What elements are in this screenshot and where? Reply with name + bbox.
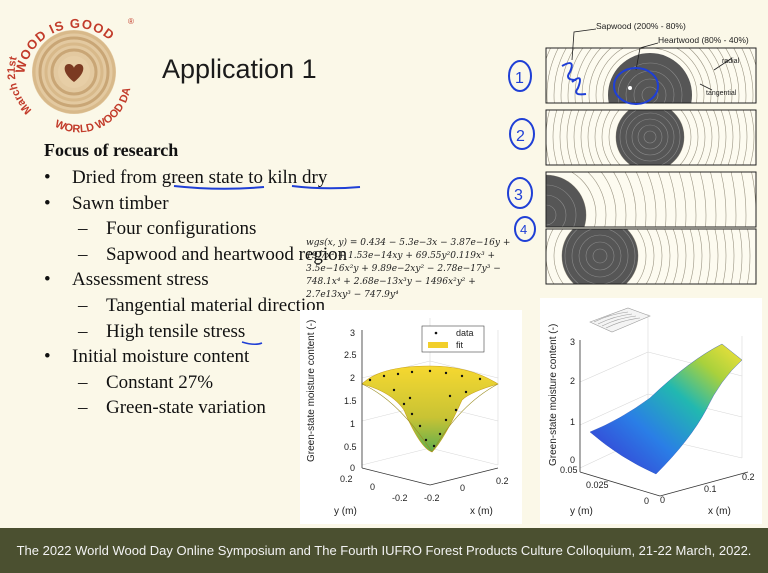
formula-line: 748.1x⁴ + 2.68e−13x³y − 1496x²y² + [306, 277, 476, 287]
y-tick: 0 [644, 496, 649, 506]
sub-bullet-item: High tensile stress [44, 319, 374, 345]
formula-line: 3.5e−16x²y + 9.89e−2xy² − 2.78e−17y³ − [306, 264, 501, 274]
x-axis-label: x (m) [470, 506, 493, 517]
bullet-item: Assessment stress [44, 267, 374, 293]
z-tick: 3 [350, 328, 355, 338]
y-tick: 0.025 [586, 480, 609, 490]
x-tick: 0 [660, 495, 665, 505]
plot-left: 3 2.5 2 1.5 1 0.5 0 0.2 0 -0.2 -0.2 0 0.… [300, 310, 522, 524]
y-tick: 0.2 [340, 474, 353, 484]
x-tick: 0.1 [704, 484, 717, 494]
z-tick: 0 [350, 463, 355, 473]
timber-board-2 [546, 110, 756, 165]
handwritten-number-4: 4 [520, 222, 527, 237]
y-tick: 0 [370, 482, 375, 492]
tangential-label: tangential [706, 90, 737, 97]
z-tick: 1.5 [344, 396, 357, 406]
z-tick: 1 [350, 419, 355, 429]
y-tick: -0.2 [392, 493, 408, 503]
y-tick: 0.05 [560, 465, 578, 475]
heartwood-label: Heartwood (80% - 40%) [658, 35, 749, 45]
z-axis-label: Green-state moisture content (-) [548, 324, 559, 466]
x-axis-label: x (m) [708, 506, 731, 517]
z-tick: 0 [570, 455, 575, 465]
handwritten-number-2: 2 [516, 128, 525, 145]
handwritten-number-3: 3 [514, 187, 523, 204]
sub-bullet-item: Tangential material direction [44, 293, 374, 319]
plot-right: 3 2 1 0 0.05 0.025 0 0 0.1 0.2 y (m) x (… [540, 298, 762, 524]
sub-bullet-item: Sapwood and heartwood region [44, 242, 374, 268]
underline-tensile [241, 341, 263, 346]
fit-surface [361, 365, 499, 453]
y-axis-label: y (m) [570, 506, 593, 517]
underline-green-state [173, 185, 265, 190]
bullet-item: Dried from green state to kiln dry [44, 165, 374, 191]
z-tick: 3 [570, 337, 575, 347]
z-tick: 2.5 [344, 350, 357, 360]
z-tick: 1 [570, 417, 575, 427]
slide-graphics: Sapwood (200% - 80%) Heartwood (80% - 40… [173, 21, 762, 524]
timber-board-3 [546, 172, 756, 227]
bullet-list: Focus of research Dried from green state… [44, 140, 374, 421]
moisture-surface [589, 343, 743, 475]
logo-registered: ® [128, 17, 134, 26]
bullet-item: Sawn timber [44, 191, 374, 217]
radial-label: radial [722, 58, 740, 65]
y-axis-label: y (m) [334, 506, 357, 517]
z-axis-label: Green-state moisture content (-) [306, 320, 317, 462]
footer-banner: The 2022 World Wood Day Online Symposium… [0, 528, 768, 573]
x-tick: 0.2 [742, 472, 755, 482]
formula-line: 19.7x² + 1.53e−14xy + 69.55y²0.119x³ + [306, 251, 496, 261]
formula-line: wgs(x, y) = 0.434 − 5.3e−3x − 3.87e−16y … [306, 238, 511, 248]
z-tick: 2 [350, 373, 355, 383]
sapwood-label: Sapwood (200% - 80%) [596, 21, 686, 31]
world-wood-day-logo: WOOD IS GOOD ® WORLD WOOD DAY March 21st [2, 2, 134, 135]
focus-heading: Focus of research [44, 140, 179, 160]
x-tick: 0.2 [496, 476, 509, 486]
z-tick: 2 [570, 376, 575, 386]
legend-fit: fit [456, 340, 464, 350]
bullet-item: Initial moisture content [44, 344, 374, 370]
sub-bullet-item: Constant 27% [44, 370, 374, 396]
x-tick: -0.2 [424, 493, 440, 503]
heart-icon [64, 64, 84, 82]
sub-bullet-item: Four configurations [44, 216, 374, 242]
cross-section-thumbnail [589, 307, 651, 333]
formula-line: 2.7e13xy³ − 747.9y⁴ [306, 290, 399, 300]
x-tick: 0 [460, 483, 465, 493]
underline-kiln-dry [291, 185, 361, 190]
z-tick: 0.5 [344, 442, 357, 452]
moisture-formula: wgs(x, y) = 0.434 − 5.3e−3x − 3.87e−16y … [306, 237, 528, 302]
timber-board-4 [546, 229, 756, 284]
slide-title: Application 1 [162, 54, 317, 84]
sub-bullet-item: Green-state variation [44, 395, 374, 421]
handwritten-number-1: 1 [515, 70, 524, 87]
legend-data: data [456, 328, 474, 338]
